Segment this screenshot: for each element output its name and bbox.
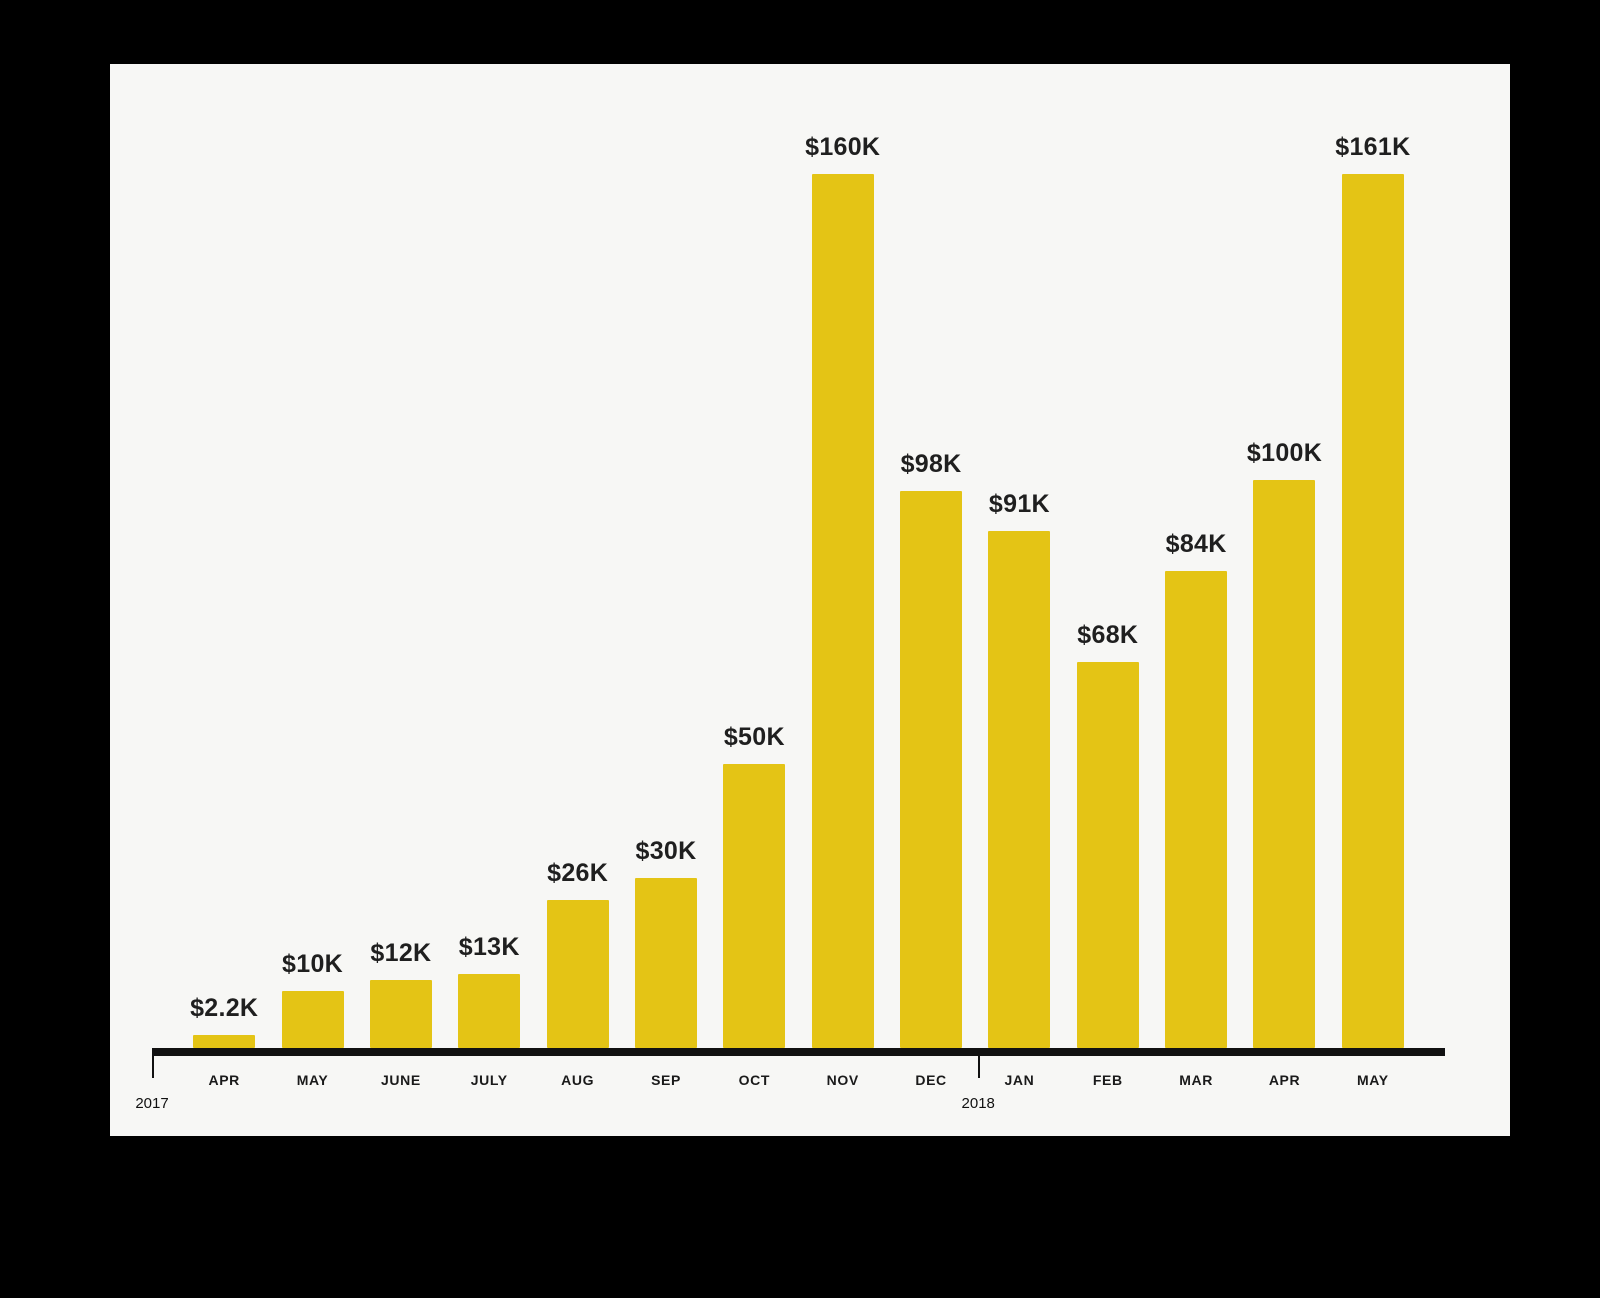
year-tick-2018	[978, 1048, 981, 1078]
bar-column: $161K	[1329, 133, 1417, 1048]
x-axis-tick-label: AUG	[561, 1072, 595, 1088]
x-axis-tick-label: OCT	[738, 1072, 771, 1088]
year-label-2018: 2018	[961, 1095, 995, 1112]
bar	[1165, 571, 1228, 1048]
bar	[193, 1035, 256, 1048]
x-axis-tick-label: JULY	[470, 1072, 508, 1088]
bar-column: $91K	[975, 133, 1063, 1048]
bar-column: $68K	[1064, 133, 1152, 1048]
x-axis-tick-label: APR	[1268, 1072, 1301, 1088]
x-axis-tick-label: MAR	[1179, 1072, 1213, 1088]
bar-area: $2.2K $10K $12K $13K $26K $30K $50K $160K $98K $9…	[180, 133, 1417, 1048]
bar-value-label: $50K	[723, 723, 785, 751]
x-axis-tick-label: MAY	[296, 1072, 329, 1088]
x-axis-tick-label: NOV	[826, 1072, 859, 1088]
bar-value-label: $100K	[1246, 439, 1323, 467]
bar	[1076, 662, 1139, 1048]
bar-value-label: $2.2K	[190, 994, 259, 1022]
bar-value-label: $30K	[635, 837, 697, 865]
bar-value-label: $98K	[900, 450, 962, 478]
bar	[723, 764, 786, 1048]
bar	[546, 900, 609, 1048]
x-axis-tick-label: JAN	[1004, 1072, 1035, 1088]
bar-value-label: $12K	[370, 939, 432, 967]
bar	[458, 974, 521, 1048]
bar	[369, 980, 432, 1048]
x-axis-tick-label: DEC	[915, 1072, 947, 1088]
year-tick-2017	[152, 1048, 154, 1078]
bar-column: $98K	[887, 133, 975, 1048]
bar	[988, 531, 1051, 1048]
x-axis-tick-label: APR	[208, 1072, 240, 1088]
bar-value-label: $160K	[805, 133, 881, 161]
x-axis-tick-label: SEP	[651, 1072, 681, 1088]
x-axis-tick-label: FEB	[1092, 1072, 1123, 1088]
bar-value-label: $84K	[1165, 530, 1227, 558]
bar	[281, 991, 344, 1048]
bar-column: $30K	[622, 133, 710, 1048]
bar-column: $2.2K	[180, 133, 268, 1048]
x-axis-tick-label: MAY	[1357, 1072, 1389, 1088]
chart-card: $2.2K $10K $12K $13K $26K $30K $50K $160K $98K $9…	[110, 64, 1510, 1136]
bar-column: $12K	[357, 133, 445, 1048]
bar-value-label: $13K	[458, 933, 520, 961]
bar	[634, 878, 697, 1048]
bar-value-label: $161K	[1335, 133, 1411, 161]
bar-value-label: $26K	[547, 859, 609, 887]
year-label-2017: 2017	[135, 1095, 169, 1112]
bar	[1253, 480, 1316, 1048]
bar	[1341, 174, 1404, 1048]
bar-column: $13K	[445, 133, 533, 1048]
bar-value-label: $10K	[282, 950, 344, 978]
x-axis-tick-label: JUNE	[381, 1072, 421, 1088]
x-axis-line	[152, 1048, 1445, 1056]
bar-column: $100K	[1240, 133, 1328, 1048]
bar-column: $160K	[799, 133, 887, 1048]
bar	[900, 491, 963, 1048]
bar-value-label: $68K	[1077, 621, 1139, 649]
bar-value-label: $91K	[988, 490, 1050, 518]
bar-chart: $2.2K $10K $12K $13K $26K $30K $50K $160K $98K $9…	[135, 64, 1445, 1136]
bar	[811, 174, 874, 1048]
bar-column: $10K	[268, 133, 356, 1048]
bar-column: $26K	[533, 133, 621, 1048]
bar-column: $50K	[710, 133, 798, 1048]
bar-column: $84K	[1152, 133, 1240, 1048]
x-axis-labels: APR MAY JUNE JULY AUG SEP OCT NOV DEC JAN FEB MAR AP…	[180, 1072, 1417, 1088]
